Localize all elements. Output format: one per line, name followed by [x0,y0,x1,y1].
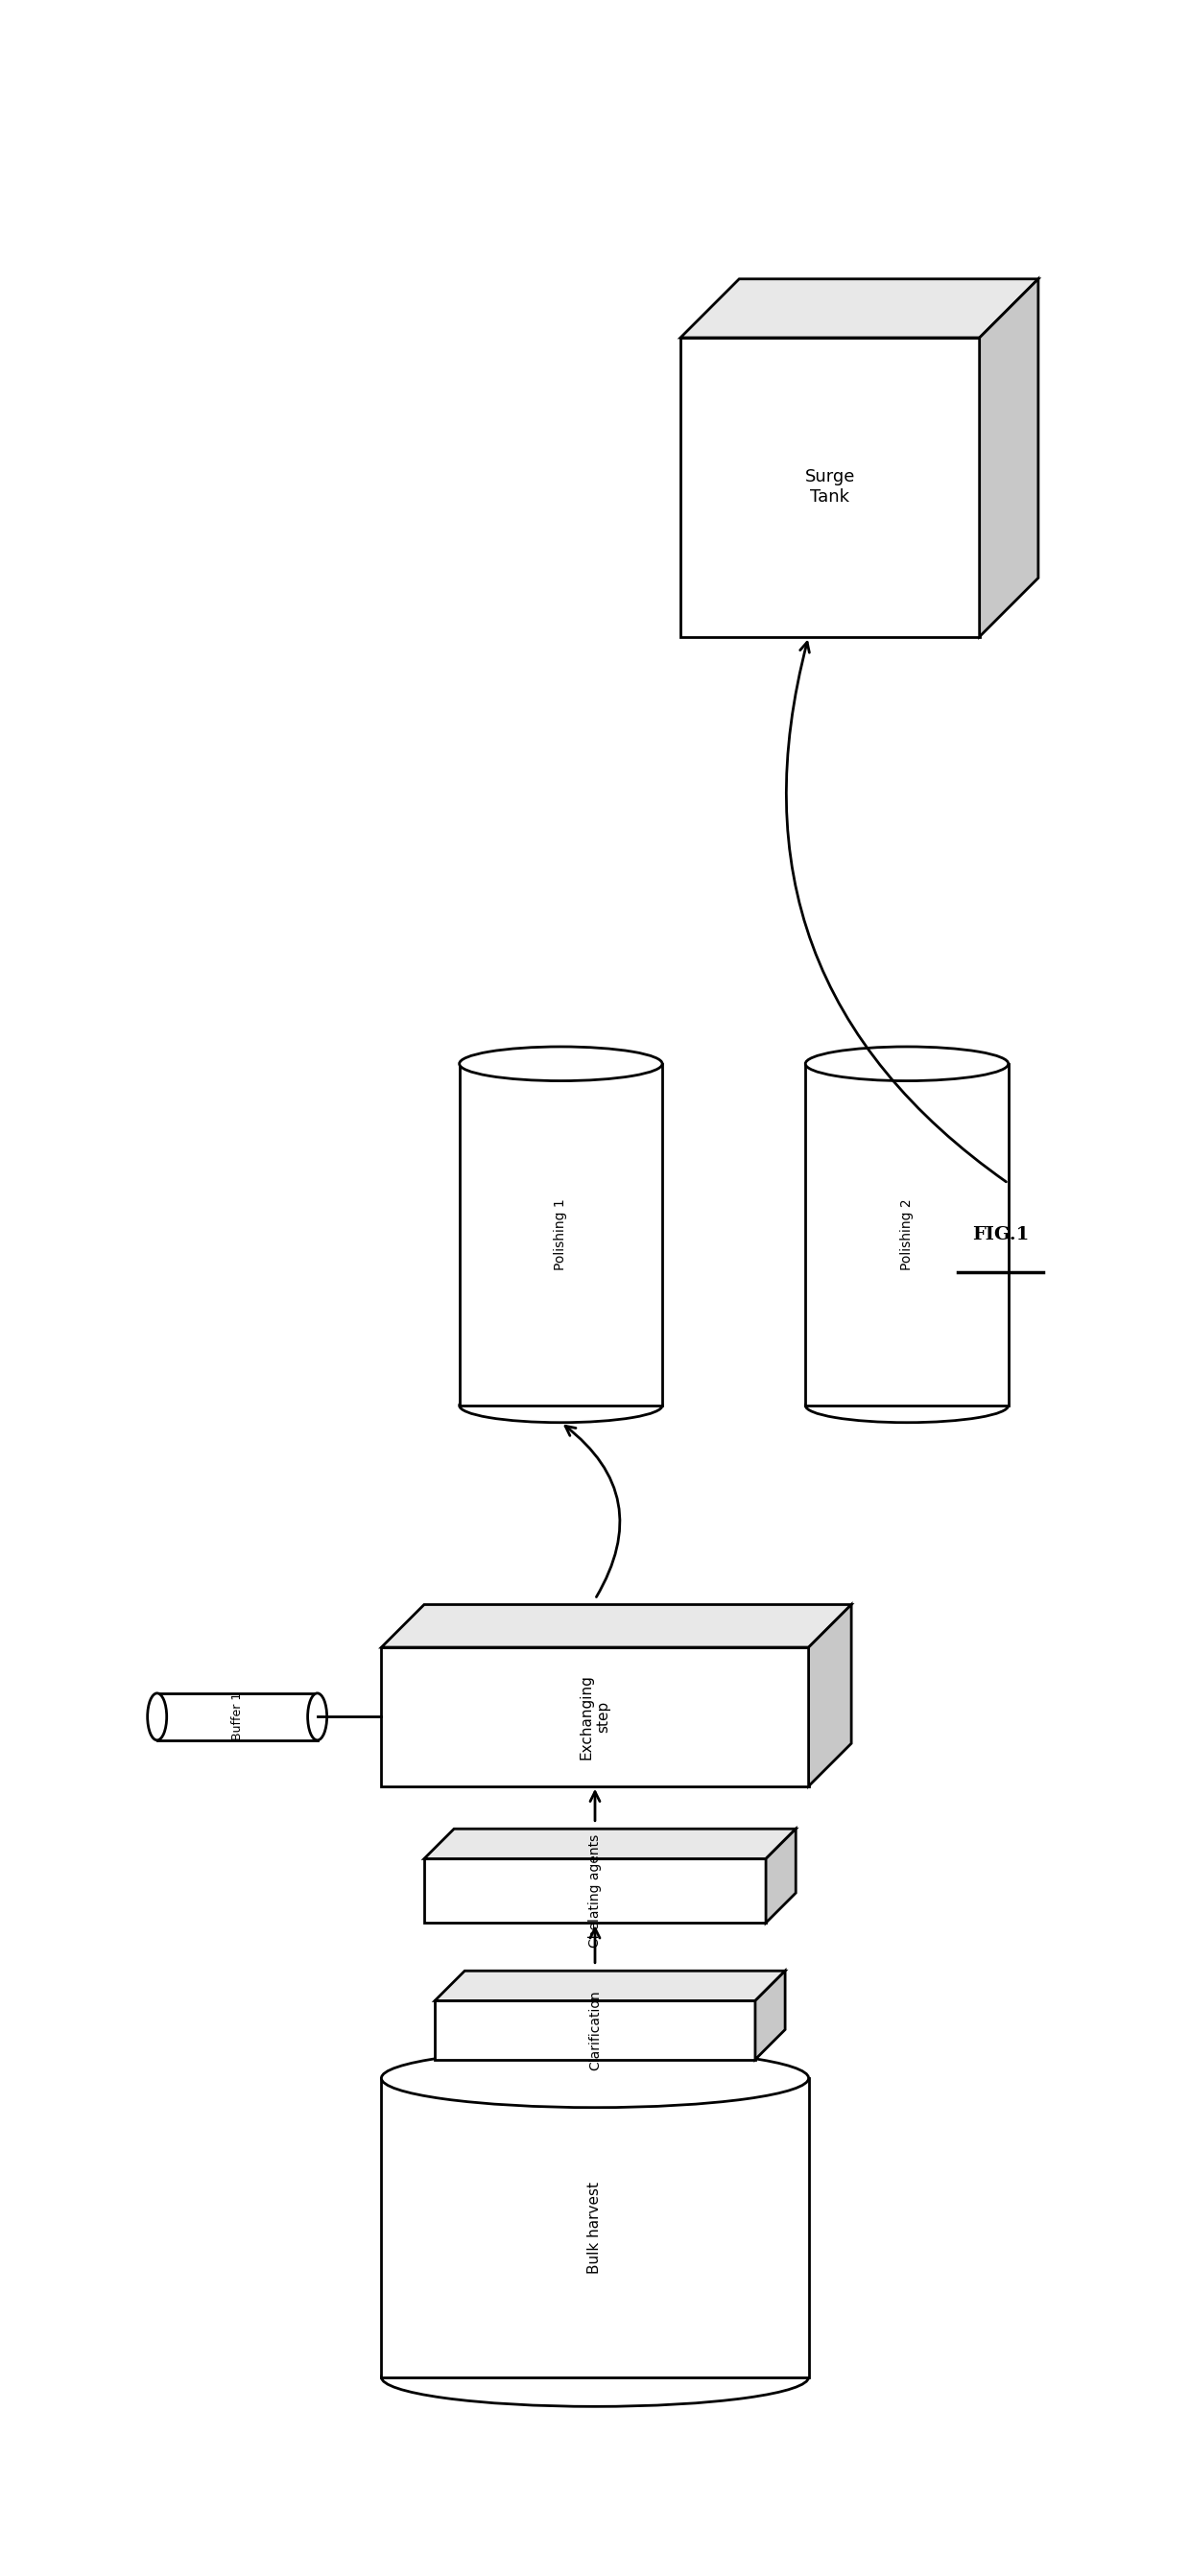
Ellipse shape [806,1388,1008,1422]
Text: Polishing 1: Polishing 1 [555,1198,568,1270]
Polygon shape [756,1971,785,2058]
Ellipse shape [308,1692,327,1741]
Ellipse shape [381,2347,809,2406]
Text: Bulk harvest: Bulk harvest [588,2182,602,2275]
Polygon shape [381,2079,809,2378]
Text: Surge
Tank: Surge Tank [804,469,856,505]
Polygon shape [766,1829,796,1922]
Ellipse shape [459,1046,663,1082]
Polygon shape [157,1692,318,1741]
Text: Clarification: Clarification [588,1991,602,2071]
Ellipse shape [381,2048,809,2107]
Ellipse shape [459,1388,663,1422]
FancyArrowPatch shape [787,641,1007,1182]
Polygon shape [681,337,979,636]
Polygon shape [424,1829,796,1860]
Polygon shape [434,2002,756,2058]
Polygon shape [979,278,1038,636]
Polygon shape [434,1971,785,2002]
Polygon shape [381,1646,809,1785]
FancyArrowPatch shape [565,1427,620,1597]
Text: Exchanging
step: Exchanging step [580,1674,610,1759]
Text: Buffer 1: Buffer 1 [231,1692,244,1741]
Polygon shape [424,1860,766,1922]
Polygon shape [381,1605,851,1646]
Ellipse shape [806,1046,1008,1082]
Polygon shape [681,278,1038,337]
Text: Polishing 2: Polishing 2 [900,1198,914,1270]
Polygon shape [806,1064,1008,1406]
Text: Chelating agents: Chelating agents [588,1834,602,1947]
Text: FIG.1: FIG.1 [972,1226,1029,1244]
Polygon shape [459,1064,663,1406]
Polygon shape [809,1605,851,1785]
Ellipse shape [148,1692,167,1741]
